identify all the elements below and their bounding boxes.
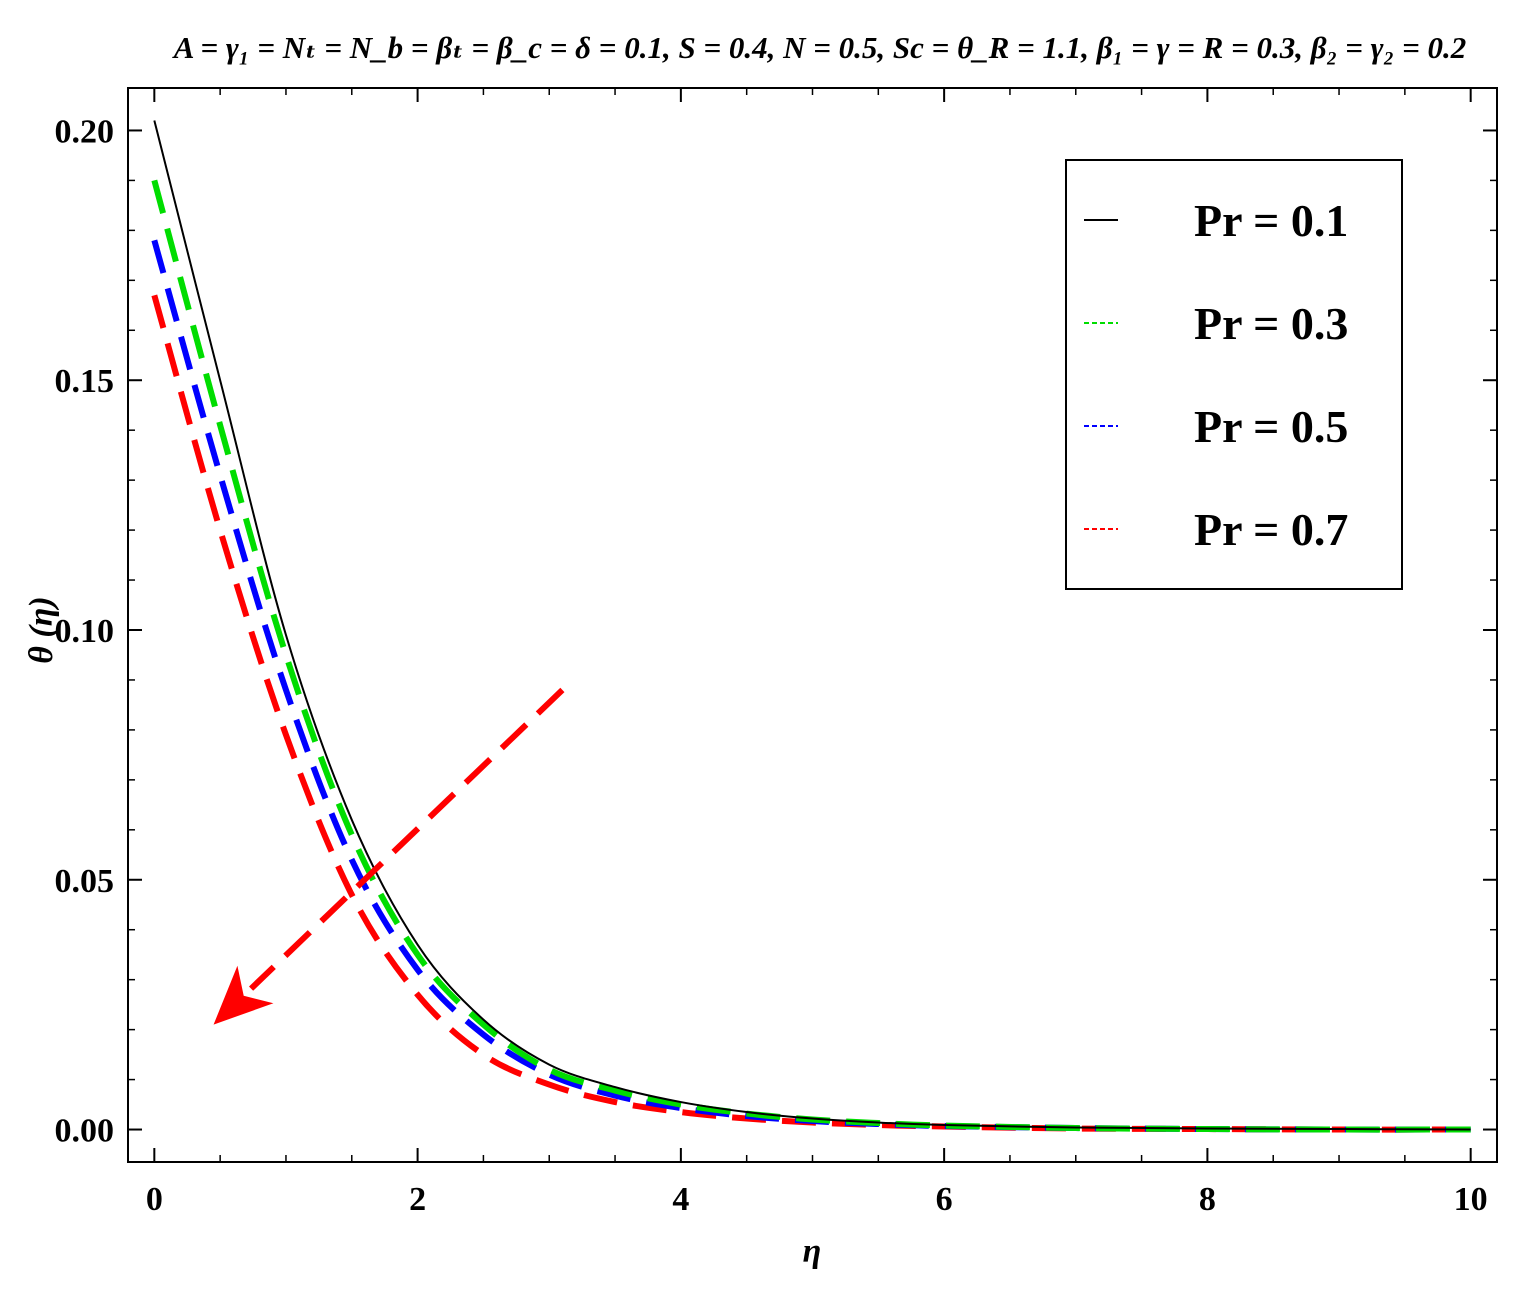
axis-ticks: 0 2 4 6 8 10 0.00 0.05 0.10 0.15 0.20 (55, 88, 1497, 1218)
legend-label-3: Pr = 0.5 (1194, 401, 1348, 452)
legend-box (1065, 159, 1403, 590)
chart-title: A = γ₁ = Nₜ = N_b = βₜ = β_c = δ = 0.1, … (172, 30, 1467, 65)
annotation-arrow-head (213, 965, 274, 1025)
y-tick-label: 0.15 (55, 363, 115, 400)
legend-label-2: Pr = 0.3 (1194, 298, 1348, 349)
x-tick-label: 6 (936, 1181, 953, 1218)
chart-title-text: A = γ₁ = Nₜ = N_b = βₜ = β_c = δ = 0.1, … (172, 30, 1467, 65)
y-tick-label: 0.05 (55, 863, 115, 900)
x-tick-label: 2 (409, 1181, 426, 1218)
y-tick-label: 0.20 (55, 113, 115, 150)
annotation-arrow-shaft (249, 687, 565, 991)
legend-label-4: Pr = 0.7 (1194, 504, 1348, 555)
series-line-3 (151, 239, 1471, 1133)
x-tick-label: 10 (1454, 1181, 1488, 1218)
x-tick-label: 4 (672, 1181, 689, 1218)
x-tick-label: 0 (146, 1181, 163, 1218)
annotation-group (213, 687, 565, 1025)
series-line-1 (153, 120, 1471, 1131)
series-group (151, 120, 1471, 1133)
legend: Pr = 0.1 Pr = 0.3 Pr = 0.5 Pr = 0.7 (1065, 159, 1403, 590)
x-tick-label: 8 (1199, 1181, 1216, 1218)
y-tick-label: 0.10 (55, 613, 115, 650)
y-axis-label: θ (η) (23, 596, 60, 663)
x-axis-label: η (803, 1233, 822, 1270)
series-line-2 (151, 179, 1471, 1133)
legend-label-1: Pr = 0.1 (1194, 195, 1348, 246)
y-tick-label: 0.00 (55, 1113, 115, 1150)
